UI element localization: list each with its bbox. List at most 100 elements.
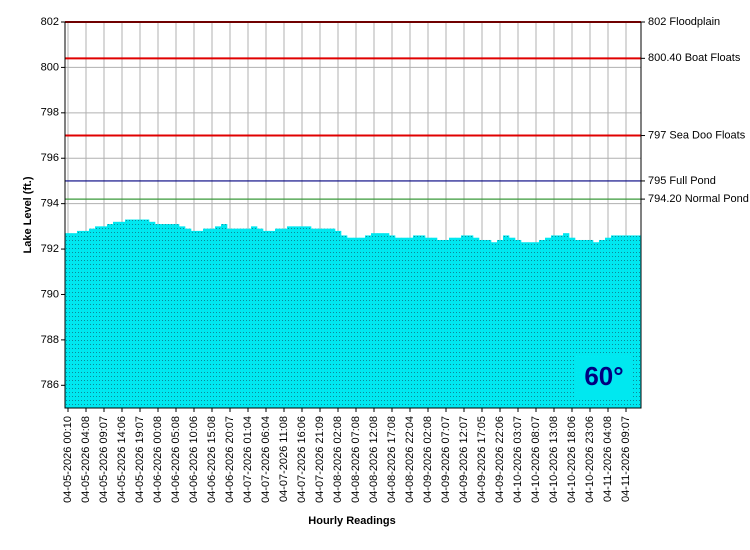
area-bar — [413, 235, 420, 408]
area-bar — [305, 226, 312, 408]
area-bar — [179, 226, 186, 408]
x-tick-label: 04-10-2026 03:07 — [512, 416, 524, 503]
x-tick-label: 04-09-2026 02:08 — [422, 416, 434, 503]
area-bar — [119, 221, 126, 408]
area-bar — [161, 224, 168, 408]
area-bar — [317, 228, 324, 408]
area-bar — [287, 226, 294, 408]
area-bar — [281, 228, 288, 408]
y-tick-label: 798 — [41, 107, 59, 119]
area-bar — [461, 235, 468, 408]
reference-label: 797 Sea Doo Floats — [648, 129, 746, 141]
x-tick-label: 04-06-2026 05:08 — [170, 416, 182, 503]
area-bar — [239, 228, 246, 408]
area-bar — [269, 230, 276, 408]
area-bar — [611, 235, 618, 408]
area-bar — [365, 235, 372, 408]
area-bar — [71, 233, 78, 408]
area-bar — [545, 237, 552, 408]
area-bar — [173, 224, 180, 408]
x-tick-label: 04-05-2026 19:07 — [134, 416, 146, 503]
area-bar — [419, 235, 426, 408]
area-bar — [599, 239, 606, 408]
area-bar — [437, 239, 444, 408]
area-bar — [155, 224, 162, 408]
area-bar — [311, 228, 318, 408]
y-tick-label: 794 — [41, 198, 59, 210]
labels: 786 788 790 792 794 796 798 800 802 04-05-2026 00… — [41, 16, 749, 503]
area-bar — [581, 239, 588, 408]
y-tick-label: 792 — [41, 243, 59, 255]
area-bar — [359, 237, 366, 408]
x-tick-label: 04-07-2026 06:04 — [260, 416, 272, 503]
area-bar — [455, 237, 462, 408]
area-bar — [335, 230, 342, 408]
area-bar — [233, 228, 240, 408]
badge-box — [576, 356, 632, 398]
x-tick-label: 04-06-2026 20:07 — [224, 416, 236, 503]
area-bar — [623, 235, 630, 408]
x-tick-label: 04-06-2026 00:08 — [152, 416, 164, 503]
area-bar — [167, 224, 174, 408]
area-bar — [515, 239, 522, 408]
area-bar — [635, 235, 642, 408]
area-bar — [389, 235, 396, 408]
x-tick-label: 04-06-2026 15:08 — [206, 416, 218, 503]
area-bar — [197, 230, 204, 408]
reference-label: 794.20 Normal Pond — [648, 193, 749, 205]
area-bar — [125, 219, 132, 408]
y-tick-label: 788 — [41, 334, 59, 346]
area-bar — [533, 242, 540, 408]
area-bars — [65, 219, 642, 408]
area-bar — [143, 219, 150, 408]
y-tick-label: 786 — [41, 379, 59, 391]
area-bar — [149, 221, 156, 408]
x-tick-label: 04-09-2026 22:06 — [494, 416, 506, 503]
area-bar — [221, 224, 228, 408]
x-tick-label: 04-09-2026 17:05 — [476, 416, 488, 503]
x-tick-label: 04-07-2026 01:04 — [242, 416, 254, 503]
area-bar — [251, 226, 258, 408]
area-bar — [509, 237, 516, 408]
area-bar — [431, 237, 438, 408]
x-tick-label: 04-10-2026 13:08 — [548, 416, 560, 503]
area-bar — [185, 228, 192, 408]
area-bar — [89, 228, 96, 408]
area-bar — [77, 230, 84, 408]
area-bar — [521, 242, 528, 408]
area-bar — [341, 235, 348, 408]
area-bar — [257, 228, 264, 408]
area-bar — [83, 230, 90, 408]
area-bar — [293, 226, 300, 408]
x-tick-label: 04-10-2026 18:06 — [566, 416, 578, 503]
area-bar — [137, 219, 144, 408]
x-tick-label: 04-08-2026 12:08 — [368, 416, 380, 503]
area-bar — [491, 242, 498, 408]
x-tick-label: 04-08-2026 22:04 — [404, 416, 416, 503]
area-bar — [563, 233, 570, 408]
area-bar — [443, 239, 450, 408]
area-bar — [263, 230, 270, 408]
area-bar — [407, 237, 414, 408]
y-tick-label: 796 — [41, 152, 59, 164]
reference-label: 802 Floodplain — [648, 16, 720, 28]
area-bar — [329, 228, 336, 408]
area-bar — [107, 224, 114, 408]
area-bar — [353, 237, 360, 408]
area-bar — [485, 239, 492, 408]
area-bar — [539, 239, 546, 408]
area-bar — [377, 233, 384, 408]
area-bar — [569, 237, 576, 408]
area-bar — [605, 237, 612, 408]
area-bar — [527, 242, 534, 408]
area-bar — [299, 226, 306, 408]
y-axis-title: Lake Level (ft.) — [22, 176, 34, 253]
x-tick-label: 04-07-2026 11:08 — [278, 416, 290, 502]
area-bar — [593, 242, 600, 408]
area-bar — [479, 239, 486, 408]
x-tick-label: 04-07-2026 21:09 — [314, 416, 326, 503]
x-tick-label: 04-11-2026 09:07 — [620, 416, 632, 502]
x-tick-label: 04-09-2026 12:07 — [458, 416, 470, 503]
x-tick-label: 04-05-2026 00:10 — [62, 416, 74, 503]
